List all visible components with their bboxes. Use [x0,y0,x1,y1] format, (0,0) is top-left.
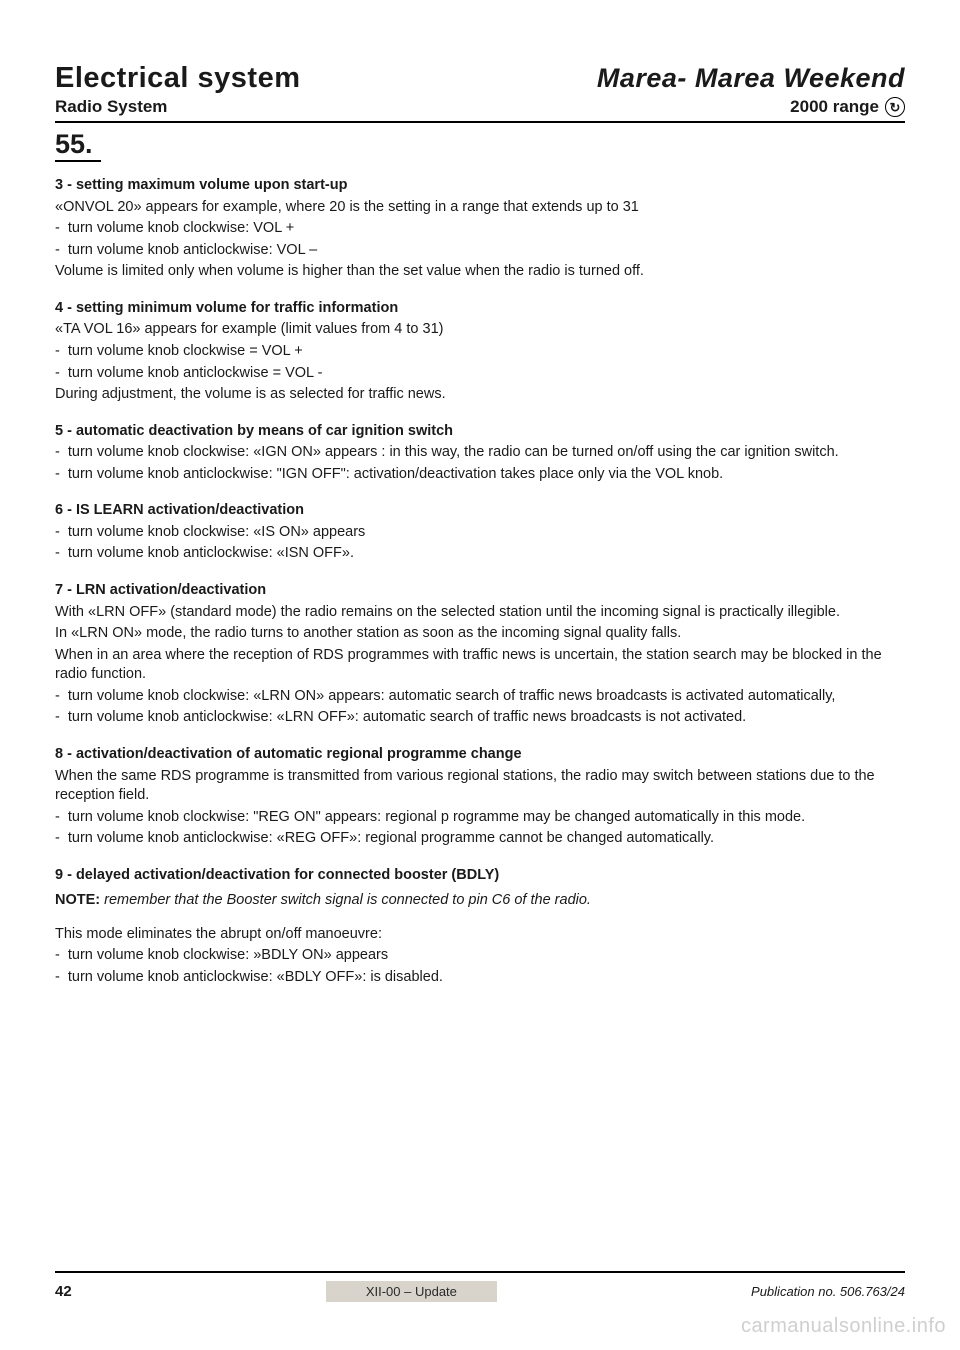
s7-bullet: turn volume knob clockwise: «LRN ON» app… [55,687,905,707]
s3-text: Volume is limited only when volume is hi… [55,262,905,282]
s3-bullet: turn volume knob clockwise: VOL + [55,219,905,239]
s4-text: During adjustment, the volume is as sele… [55,385,905,405]
s5-bullet: turn volume knob clockwise: «IGN ON» app… [55,443,905,463]
heading-7: 7 - LRN activation/deactivation [55,581,905,601]
note-label: NOTE: [55,892,100,908]
s7-text: With «LRN OFF» (standard mode) the radio… [55,603,905,623]
doc-title-left: Electrical system [55,62,300,95]
s4-bullet: turn volume knob anticlockwise = VOL - [55,364,905,384]
recycle-icon: ↻ [885,97,905,117]
s3-text: «ONVOL 20» appears for example, where 20… [55,198,905,218]
body-content: 3 - setting maximum volume upon start-up… [55,176,905,988]
doc-title-right: Marea- Marea Weekend [597,63,905,94]
heading-5: 5 - automatic deactivation by means of c… [55,422,905,442]
s7-text: When in an area where the reception of R… [55,646,905,685]
doc-subtitle-left: Radio System [55,97,167,117]
s4-bullet: turn volume knob clockwise = VOL + [55,342,905,362]
s8-bullet: turn volume knob clockwise: "REG ON" app… [55,808,905,828]
heading-4: 4 - setting minimum volume for traffic i… [55,299,905,319]
page-number: 42 [55,1283,72,1300]
s6-bullet: turn volume knob anticlockwise: «ISN OFF… [55,544,905,564]
s8-text: When the same RDS programme is transmitt… [55,767,905,806]
s9-bullet: turn volume knob clockwise: »BDLY ON» ap… [55,946,905,966]
heading-3: 3 - setting maximum volume upon start-up [55,176,905,196]
heading-6: 6 - IS LEARN activation/deactivation [55,501,905,521]
watermark: carmanualsonline.info [741,1315,946,1338]
s9-text: This mode eliminates the abrupt on/off m… [55,925,905,945]
doc-subtitle-right: 2000 range ↻ [790,97,905,117]
s7-bullet: turn volume knob anticlockwise: «LRN OFF… [55,708,905,728]
page-footer: 42 XII-00 – Update Publication no. 506.7… [55,1271,905,1302]
note-text: remember that the Booster switch signal … [100,892,591,908]
s4-text: «TA VOL 16» appears for example (limit v… [55,320,905,340]
section-number: 55. [55,129,101,162]
s7-text: In «LRN ON» mode, the radio turns to ano… [55,624,905,644]
heading-8: 8 - activation/deactivation of automatic… [55,745,905,765]
s6-bullet: turn volume knob clockwise: «IS ON» appe… [55,523,905,543]
footer-update-label: XII-00 – Update [326,1281,497,1302]
s9-note: NOTE: remember that the Booster switch s… [55,891,905,911]
range-label: 2000 range [790,97,879,117]
s8-bullet: turn volume knob anticlockwise: «REG OFF… [55,829,905,849]
heading-9: 9 - delayed activation/deactivation for … [55,866,905,886]
publication-number: Publication no. 506.763/24 [751,1284,905,1299]
s5-bullet: turn volume knob anticlockwise: "IGN OFF… [55,465,905,485]
s3-bullet: turn volume knob anticlockwise: VOL – [55,241,905,261]
s9-bullet: turn volume knob anticlockwise: «BDLY OF… [55,968,905,988]
